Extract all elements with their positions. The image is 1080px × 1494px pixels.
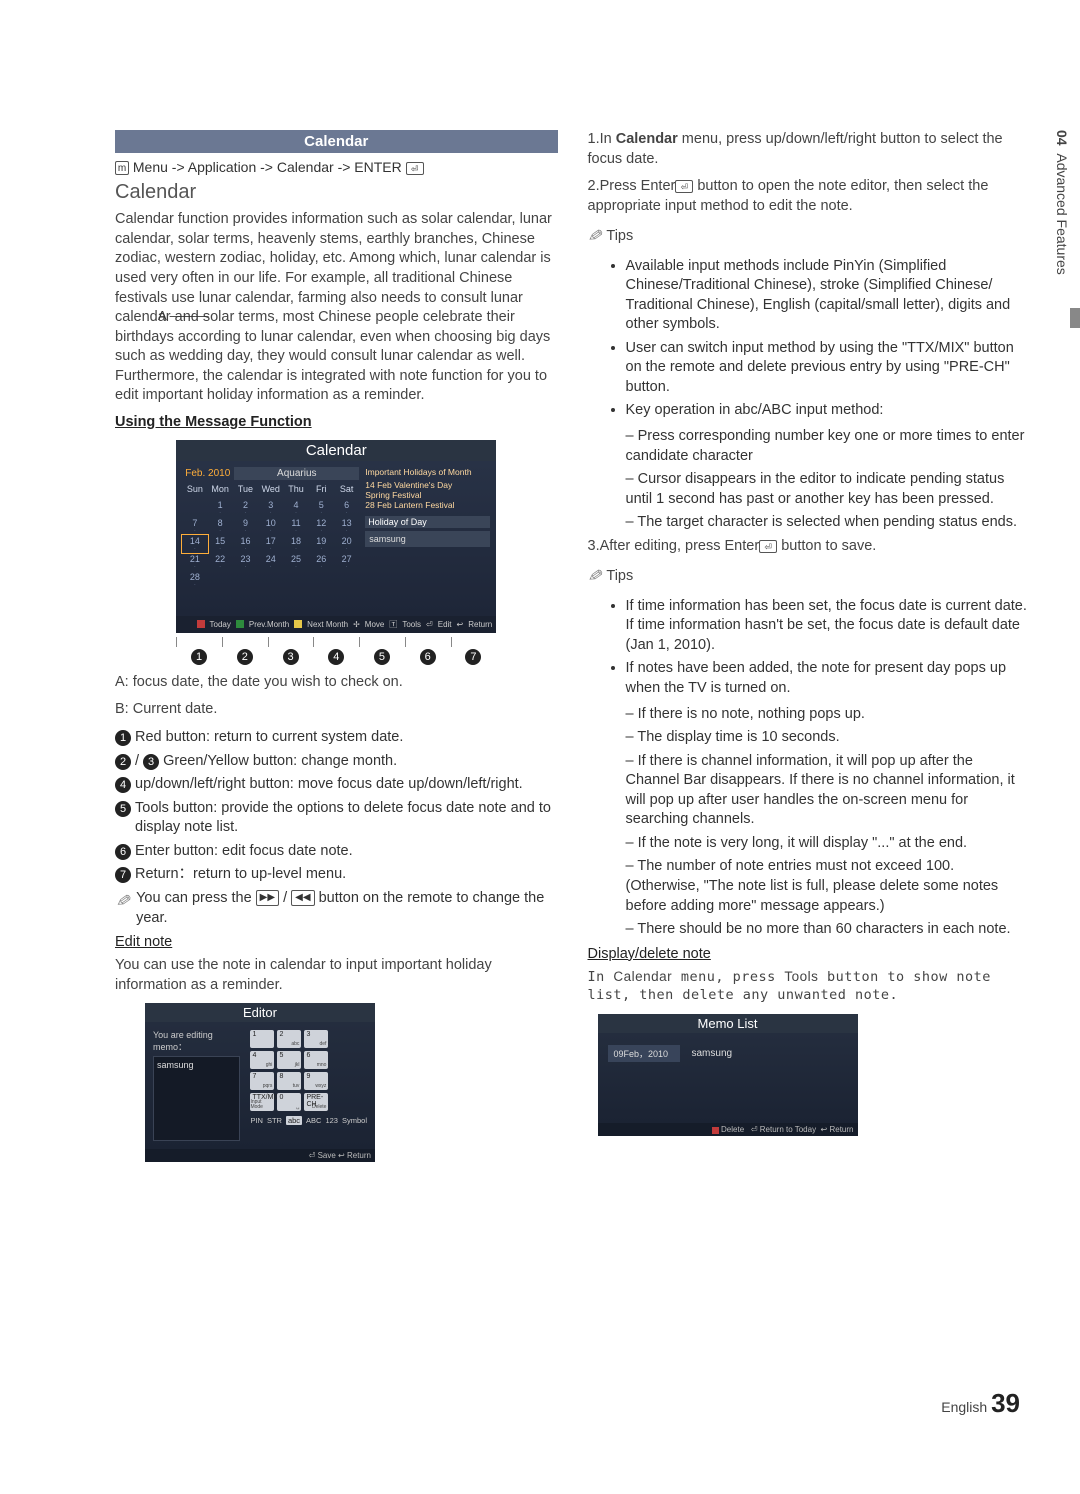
keypad-key[interactable]: 3def — [304, 1030, 328, 1048]
editor-textarea[interactable]: samsung — [153, 1056, 240, 1141]
return-icon: ↩ — [821, 1125, 828, 1134]
edit-note-heading: Edit note — [115, 934, 558, 950]
breadcrumb: m Menu -> Application -> Calendar -> ENT… — [115, 159, 558, 175]
left-column: Calendar m Menu -> Application -> Calend… — [115, 130, 558, 1162]
keypad-key[interactable]: 2abc — [277, 1030, 301, 1048]
note-icon: ✎ — [586, 563, 605, 590]
step-1: 1.In Calendar menu, press up/down/left/r… — [588, 130, 1031, 169]
calendar-callouts: 1234567 — [176, 637, 496, 665]
page-title: Calendar — [115, 181, 558, 204]
tips-dash-1: Press corresponding number key one or mo… — [588, 427, 1031, 533]
keypad-key[interactable]: PRE-CHDelete — [304, 1093, 328, 1111]
side-thumb-block — [1070, 308, 1080, 328]
holidays-header: Important Holidays of Month — [365, 467, 490, 477]
input-mode-option[interactable]: abc — [286, 1116, 302, 1125]
display-delete-body: In Calendar menu, press Tools button to … — [588, 968, 1031, 1004]
editor-label: You are editing memo： — [153, 1030, 240, 1053]
rw-key-icon: ◀◀ — [291, 890, 314, 906]
memo-date: 09Feb，2010 — [608, 1045, 680, 1062]
calendar-grid: SunMonTueWedThuFriSat 1·2·3·4·5·6·7·8·9·… — [182, 483, 359, 589]
keypad-key[interactable]: 9wxyz — [304, 1072, 328, 1090]
chapter-side-label: 04 Advanced Features — [1054, 130, 1070, 275]
input-mode-option[interactable]: 123 — [325, 1116, 338, 1125]
menu-icon: m — [115, 161, 129, 175]
tips-list-2: If time information has been set, the fo… — [588, 597, 1031, 699]
legend-a: A: focus date, the date you wish to chec… — [115, 673, 558, 693]
enter-icon: ⏎ — [759, 540, 777, 553]
red-key-icon — [197, 620, 205, 628]
using-message-heading: Using the Message Function — [115, 414, 558, 430]
calendar-footer: Today Prev.Month Next Month ✢Move 🅃Tools… — [176, 616, 496, 633]
keypad-key[interactable]: 4ghi — [250, 1051, 274, 1069]
enter-icon: ⏎ — [751, 1125, 758, 1134]
step-2: 2.Press Enter⏎ button to open the note e… — [588, 177, 1031, 216]
button-legend-list: 1Red button: return to current system da… — [115, 728, 558, 885]
move-icon: ✢ — [353, 620, 360, 629]
green-key-icon — [236, 620, 244, 628]
editor-screenshot: Editor You are editing memo： samsung 12a… — [145, 1003, 375, 1162]
tips-list-1: Available input methods include PinYin (… — [588, 257, 1031, 422]
year-change-tip: ✎ You can press the ▶▶ / ◀◀ button on th… — [115, 889, 558, 928]
tips-heading-1: ✎ Tips — [588, 224, 1031, 248]
red-key-icon — [712, 1127, 719, 1134]
keypad-key[interactable]: 5jkl — [277, 1051, 301, 1069]
holiday-of-day-label: Holiday of Day — [365, 516, 490, 528]
keypad-key[interactable]: 7pqrs — [250, 1072, 274, 1090]
input-mode-option[interactable]: STR — [267, 1116, 282, 1125]
zodiac-label: Aquarius — [234, 467, 359, 480]
enter-icon: ⏎ — [406, 162, 424, 175]
keypad-key[interactable]: 0␣ — [277, 1093, 301, 1111]
keypad-key[interactable]: 1 — [250, 1030, 274, 1048]
right-column: 1.In Calendar menu, press up/down/left/r… — [588, 130, 1031, 1162]
section-header: Calendar — [115, 130, 558, 153]
editor-title: Editor — [145, 1003, 375, 1022]
edit-note-body: You can use the note in calendar to inpu… — [115, 956, 558, 995]
tools-icon: 🅃 — [389, 619, 397, 630]
calendar-screenshot: Calendar Feb. 2010 Aquarius SunMonTueWed… — [176, 440, 496, 665]
note-icon: ✎ — [112, 888, 134, 929]
memo-list-screenshot: Memo List 09Feb，2010 samsung Delete ⏎ Re… — [598, 1014, 858, 1136]
focus-date-pointer: A ——— — [158, 308, 209, 323]
tips-dash-2: If there is no note, nothing pops up.The… — [588, 705, 1031, 940]
day-note-box: samsung — [365, 531, 490, 547]
tips-heading-2: ✎ Tips — [588, 564, 1031, 588]
ff-key-icon: ▶▶ — [256, 890, 279, 906]
enter-icon: ⏎ — [675, 180, 693, 193]
keypad-key[interactable]: 8tuv — [277, 1072, 301, 1090]
page-footer: English 39 — [941, 1388, 1020, 1419]
note-icon: ✎ — [586, 223, 605, 250]
memo-footer: Delete ⏎ Return to Today ↩ Return — [598, 1123, 858, 1136]
memo-text: samsung — [692, 1048, 733, 1059]
display-delete-heading: Display/delete note — [588, 946, 1031, 962]
month-label: Feb. 2010 — [182, 468, 230, 479]
editor-footer: ⏎ Save ↩ Return — [145, 1149, 375, 1162]
memo-row: 09Feb，2010 samsung — [608, 1045, 848, 1062]
input-mode-option[interactable]: ABC — [306, 1116, 321, 1125]
input-mode-option[interactable]: Symbol — [342, 1116, 367, 1125]
keypad-key[interactable]: TTX/MIXInput Mode — [250, 1093, 274, 1111]
return-icon: ↩ — [457, 620, 464, 629]
input-mode-option[interactable]: PIN — [250, 1116, 263, 1125]
yellow-key-icon — [294, 620, 302, 628]
keypad-key[interactable]: 6mno — [304, 1051, 328, 1069]
input-mode-row: PIN STR abc ABC 123 Symbol — [250, 1116, 367, 1125]
step-3: 3.After editing, press Enter⏎ button to … — [588, 537, 1031, 557]
calendar-title: Calendar — [176, 440, 496, 461]
memo-title: Memo List — [598, 1014, 858, 1033]
edit-icon: ⏎ — [426, 620, 433, 629]
editor-keypad: 12abc3def 4ghi5jkl6mno 7pqrs8tuv9wxyz TTX/M… — [250, 1030, 367, 1111]
legend-b: B: Current date. — [115, 700, 558, 720]
